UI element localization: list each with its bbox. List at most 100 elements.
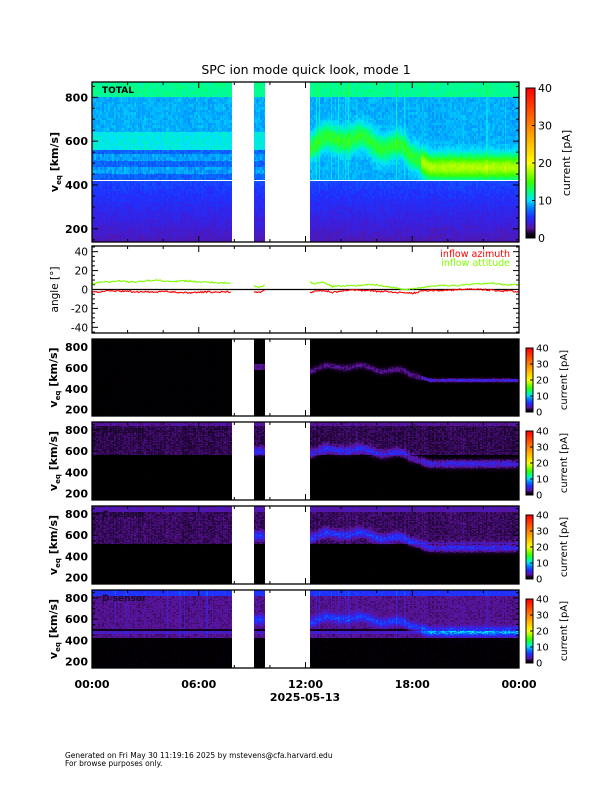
panel-total-colorbar [526,88,535,238]
ylabel-subscript: eq [54,558,62,568]
panel-b-spectrogram [92,422,519,500]
y-tick-label: 40 [75,247,88,259]
y-tick-label: 200 [65,404,88,417]
colorbar-tick-label: 20 [536,376,549,387]
footer-generated-line: Generated on Fri May 30 11:19:16 2025 by… [65,751,333,760]
panel-b-ylabel: veq [km/s] [47,431,62,491]
azimuth-line-segment [309,288,520,295]
panel-angle-ylabel: angle [°] [49,267,61,313]
attitude-line-segment [253,284,265,289]
ylabel-subscript: eq [54,474,62,484]
panel-total-ylabel: veq [km/s] [48,132,63,192]
y-tick-label: 800 [65,91,88,104]
colorbar-tick-label: 10 [536,475,549,486]
footer-browse-line: For browse purposes only. [65,759,163,768]
colorbar-tick-label: 20 [538,157,552,170]
attitude-line-segment [91,278,231,286]
panel-a-ylabel: veq [km/s] [47,347,62,407]
colorbar-tick-label: 30 [536,611,549,622]
ylabel-symbol: v [47,567,60,575]
colorbar-tick-label: 0 [538,232,545,245]
colorbar-tick-label: 0 [536,575,542,586]
y-tick-label: 400 [65,179,88,192]
panel-a-colorbar [526,348,533,412]
ylabel-unit: [km/s] [47,515,60,558]
y-tick-label: 200 [65,656,88,669]
colorbar-tick-label: 40 [536,427,549,438]
panel-c-ylabel: veq [km/s] [47,515,62,575]
ylabel-unit: [km/s] [47,431,60,474]
colorbar-tick-label: 20 [536,627,549,638]
y-tick-label: -20 [71,303,88,315]
ylabel-unit: [km/s] [47,347,60,390]
x-axis-date-label: 2025-05-13 [270,691,340,704]
panel-d-colorbar [526,599,533,663]
x-tick-label: 06:00 [181,678,216,691]
y-tick-label: 600 [65,613,88,626]
ylabel-subscript: eq [55,175,63,185]
colorbar-tick-label: 40 [536,511,549,522]
attitude-line-segment [309,281,520,291]
x-tick-label: 18:00 [395,678,430,691]
y-tick-label: 400 [65,634,88,647]
azimuth-line-segment [253,289,265,294]
colorbar-tick-label: 40 [536,595,549,606]
panel-c-colorbar [526,515,533,579]
panel-b-frame [91,421,520,501]
colorbar-tick-label: 30 [538,120,552,133]
colorbar-tick-label: 20 [536,543,549,554]
y-tick-label: 200 [65,572,88,585]
y-tick-label: 200 [65,488,88,501]
colorbar-tick-label: 40 [538,82,552,95]
x-tick-label: 12:00 [288,678,323,691]
ylabel-subscript: eq [54,391,62,401]
y-tick-label: 400 [65,550,88,563]
panel-a-colorbar-label: current [pA] [559,350,570,410]
ylabel-unit: [km/s] [48,132,61,175]
panel-d-label: D sensor [102,594,147,604]
colorbar-tick-label: 30 [536,360,549,371]
panel-c-label: C sensor [102,510,146,520]
panel-total-frame [91,81,520,243]
legend-attitude: inflow attitude [441,258,510,269]
panel-c-frame [91,505,520,585]
legend-azimuth: inflow azimuth [440,249,510,260]
panel-d-ylabel: veq [km/s] [47,599,62,659]
y-tick-label: 600 [65,445,88,458]
y-tick-label: 200 [65,223,88,236]
y-tick-label: 20 [75,266,88,278]
ylabel-symbol: v [47,483,60,491]
colorbar-tick-label: 20 [536,459,549,470]
y-tick-label: 800 [65,341,88,354]
azimuth-line-segment [91,289,232,295]
y-tick-label: 800 [65,424,88,437]
panel-d-colorbar-label: current [pA] [559,601,570,661]
ylabel-subscript: eq [54,642,62,652]
figure-title: SPC ion mode quick look, mode 1 [201,62,410,77]
colorbar-tick-label: 0 [536,491,542,502]
panel-a-spectrogram [92,339,519,416]
colorbar-tick-label: 10 [536,392,549,403]
colorbar-tick-label: 10 [536,643,549,654]
y-tick-label: 800 [65,592,88,605]
panel-c-spectrogram [92,506,519,584]
panel-b-colorbar-label: current [pA] [559,433,570,493]
y-tick-label: -40 [71,322,88,334]
y-tick-label: 600 [65,135,88,148]
y-tick-label: 600 [65,362,88,375]
y-tick-label: 0 [81,285,88,297]
panel-a-frame [91,338,520,417]
y-tick-label: 400 [65,383,88,396]
x-tick-label: 00:00 [74,678,109,691]
colorbar-tick-label: 10 [538,195,552,208]
ylabel-unit: [km/s] [47,599,60,642]
colorbar-tick-label: 10 [536,559,549,570]
ylabel-symbol: v [47,400,60,408]
footer: Generated on Fri May 30 11:19:16 2025 by… [65,752,333,768]
y-tick-label: 600 [65,529,88,542]
panel-b-label: B sensor [102,426,146,436]
panel-d-spectrogram [92,590,519,668]
x-tick-label: 00:00 [501,678,536,691]
